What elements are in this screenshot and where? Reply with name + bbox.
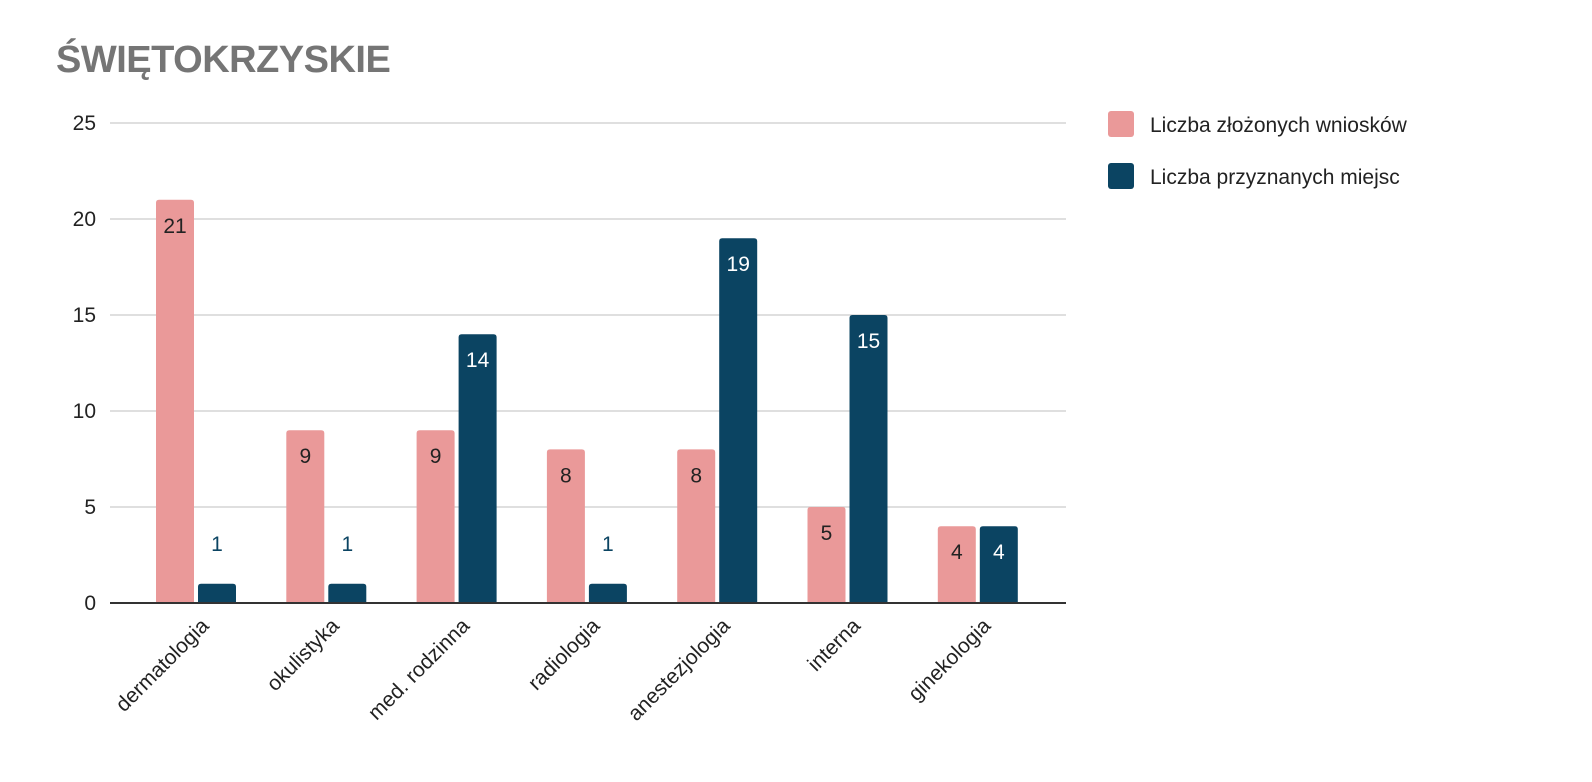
legend-swatch [1108,163,1134,189]
y-axis-tick-labels: 0 5 10 15 20 25 [73,112,96,615]
y-tick-label: 10 [73,400,96,423]
gridlines [110,123,1066,507]
data-label: 9 [299,445,311,468]
data-label: 5 [821,522,833,545]
bar-series-2 [850,315,888,603]
bars [156,200,1018,603]
legend-label: Liczba przyznanych miejsc [1150,166,1400,189]
legend-swatch [1108,111,1134,137]
data-label: 1 [341,533,353,556]
data-label: 4 [951,541,963,564]
bar-series-2 [198,584,236,603]
x-tick-label: dermatologia [111,614,213,716]
data-label: 15 [857,330,880,353]
bar-series-2 [719,238,757,603]
data-label: 9 [430,445,442,468]
data-label: 1 [211,533,223,556]
x-tick-label: radiologia [524,614,605,695]
data-label: 1 [602,533,614,556]
data-label: 21 [163,215,186,238]
y-tick-label: 5 [84,496,96,519]
data-label: 8 [690,464,702,487]
x-tick-label: anestezjologia [624,614,735,725]
x-axis-category-labels: dermatologia okulistyka med. rodzinna radio… [111,614,995,725]
x-tick-label: okulistyka [262,614,344,696]
data-label: 4 [993,541,1005,564]
bar-series-2 [589,584,627,603]
legend: Liczba złożonych wniosków Liczba przyznan… [1108,111,1408,189]
bar-series-1 [938,526,976,603]
x-tick-label: interna [803,614,865,676]
y-tick-label: 20 [73,208,96,231]
data-label: 14 [466,349,490,372]
bar-series-2 [328,584,366,603]
bar-series-1 [156,200,194,603]
y-tick-label: 25 [73,112,96,135]
legend-label: Liczba złożonych wniosków [1150,114,1408,137]
bar-series-2 [459,334,497,603]
data-label: 8 [560,464,572,487]
y-tick-label: 15 [73,304,96,327]
chart-title: ŚWIĘTOKRZYSKIE [56,37,390,81]
bar-series-2 [980,526,1018,603]
x-tick-label: med. rodzinna [364,614,475,725]
y-tick-label: 0 [84,592,96,615]
data-label: 19 [727,253,750,276]
x-tick-label: ginekologia [904,614,996,706]
